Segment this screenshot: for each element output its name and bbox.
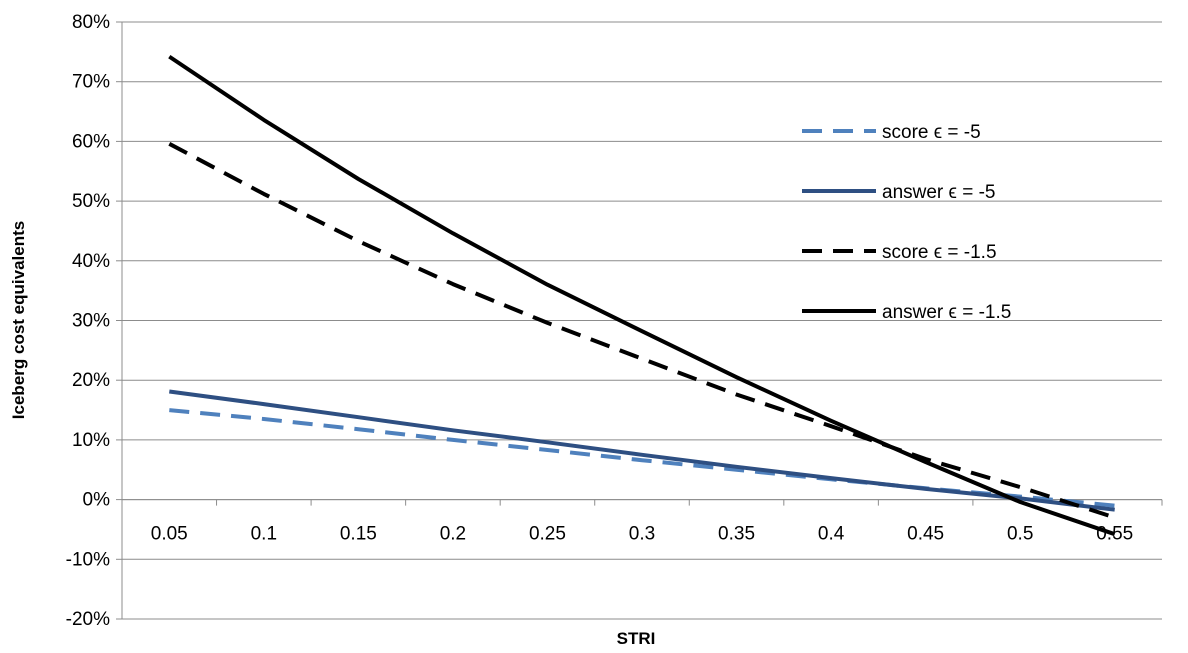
- legend-label: score ϵ = -1.5: [882, 242, 997, 263]
- x-tick-label: 0.2: [440, 524, 466, 545]
- x-axis-tick-labels: 0.05 0.1 0.15 0.2 0.25 0.3 0.35 0.4 0.45 0.5 0.55: [151, 524, 1133, 545]
- y-tick-label: 10%: [72, 430, 110, 451]
- series-line-4: [168, 54, 1116, 537]
- x-tick-label: 0.45: [907, 524, 944, 545]
- axes: [116, 21, 1163, 620]
- x-axis-title: STRI: [617, 629, 656, 648]
- y-tick-label: 40%: [72, 251, 110, 272]
- x-tick-label: 0.15: [340, 524, 377, 545]
- x-tick-label: 0.5: [1007, 524, 1033, 545]
- y-tick-label: 70%: [72, 72, 110, 93]
- x-tick-label: 0.25: [529, 524, 566, 545]
- y-tick-label: 20%: [72, 370, 110, 391]
- y-tick-label: 50%: [72, 191, 110, 212]
- x-tick-label: 0.35: [718, 524, 755, 545]
- series-line-1: [169, 408, 1115, 508]
- legend-label: answer ϵ = -5: [882, 182, 995, 203]
- x-tick-label: 0.1: [251, 524, 277, 545]
- series-line-2: [169, 389, 1115, 512]
- legend-label: score ϵ = -5: [882, 122, 981, 143]
- series-line-3: [168, 142, 1116, 520]
- y-tick-label: -10%: [66, 549, 110, 570]
- x-tick-label: 0.3: [629, 524, 655, 545]
- series-lines: [168, 54, 1116, 537]
- y-tick-label: 60%: [72, 131, 110, 152]
- legend-label: answer ϵ = -1.5: [882, 302, 1011, 323]
- y-tick-label: -20%: [66, 609, 110, 630]
- y-axis-tick-labels: -20% -10% 0% 10% 20% 30% 40% 50% 60% 70% 80%: [66, 12, 110, 630]
- x-tick-label: 0.05: [151, 524, 188, 545]
- y-tick-label: 0%: [83, 490, 111, 511]
- y-axis-title: Iceberg cost equivalents: [9, 221, 28, 419]
- x-tick-label: 0.4: [818, 524, 845, 545]
- legend: score ϵ = -5 answer ϵ = -5 score ϵ = -1.5 a…: [802, 122, 1011, 323]
- y-tick-label: 30%: [72, 311, 110, 332]
- y-tick-label: 80%: [72, 12, 110, 33]
